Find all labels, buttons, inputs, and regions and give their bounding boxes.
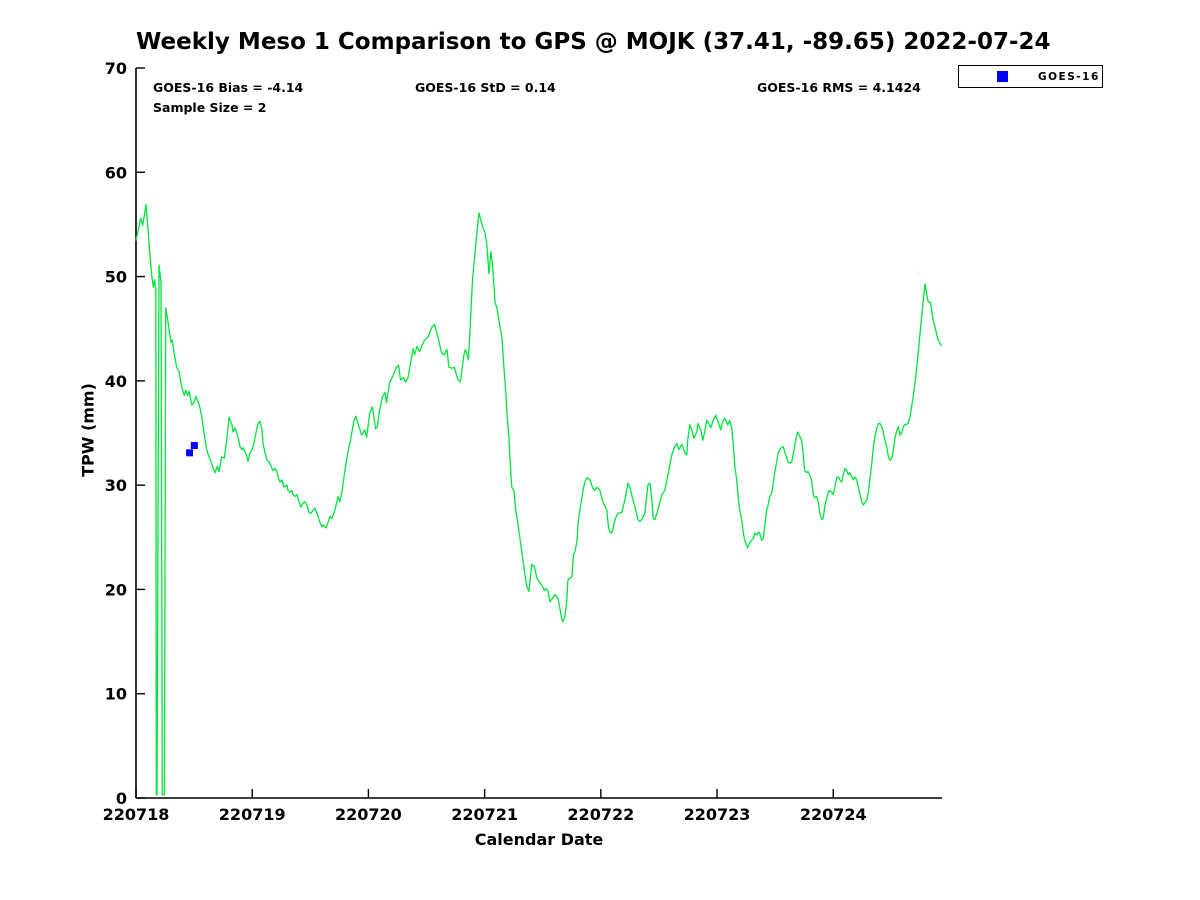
- goes16-marker: [190, 442, 198, 450]
- y-tick-label: 40: [105, 372, 127, 391]
- x-tick-label: 220720: [335, 805, 402, 824]
- x-tick-label: 220721: [451, 805, 518, 824]
- y-axis-label: TPW (mm): [78, 383, 98, 477]
- y-tick-label: 20: [105, 580, 127, 599]
- chart-title: Weekly Meso 1 Comparison to GPS @ MOJK (…: [136, 29, 1051, 55]
- y-tick-label: 0: [116, 789, 127, 808]
- x-tick-label: 220723: [684, 805, 751, 824]
- x-tick-label: 220722: [567, 805, 634, 824]
- y-tick-label: 10: [105, 685, 127, 704]
- x-tick-label: 220719: [219, 805, 286, 824]
- x-tick-label: 220718: [103, 805, 170, 824]
- legend-label: GOES-16: [1038, 70, 1100, 83]
- stat-stdev: GOES-16 StD = 0.14: [415, 80, 556, 95]
- y-tick-label: 60: [105, 163, 127, 182]
- x-axis-label: Calendar Date: [474, 830, 604, 849]
- legend-box: GOES-16: [958, 65, 1103, 88]
- stat-bias: GOES-16 Bias = -4.14: [153, 80, 304, 95]
- goes16-marker: [186, 449, 194, 457]
- legend-square-marker-icon: [997, 71, 1008, 82]
- y-tick-label: 30: [105, 476, 127, 495]
- stat-rms: GOES-16 RMS = 4.1424: [757, 80, 921, 95]
- stat-sample-size: Sample Size = 2: [153, 100, 267, 115]
- y-tick-label: 50: [105, 268, 127, 287]
- y-tick-label: 70: [105, 59, 127, 78]
- gps-tpw-line: [135, 203, 942, 796]
- x-tick-label: 220724: [800, 805, 867, 824]
